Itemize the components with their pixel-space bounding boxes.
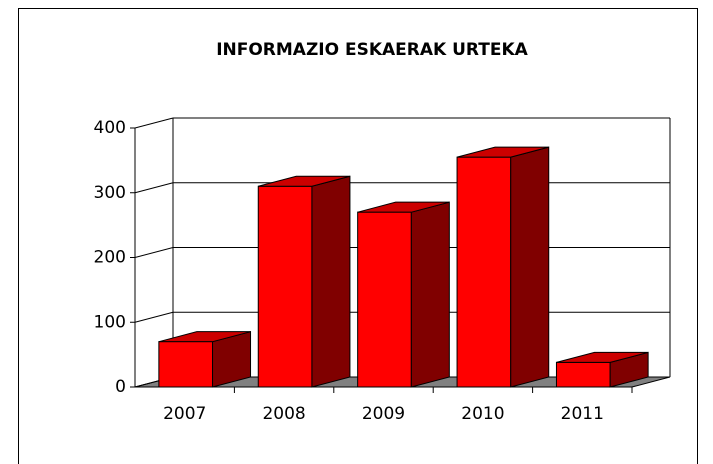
x-tick-label: 2007 — [163, 404, 206, 424]
bar-front — [555, 361, 611, 388]
bar — [357, 201, 450, 388]
bar-top — [158, 331, 251, 343]
x-tick-label: 2008 — [262, 404, 305, 424]
y-tick-label: 200 — [94, 248, 126, 268]
bar-side — [510, 146, 550, 388]
bar-top — [258, 175, 351, 187]
y-tick-label: 100 — [94, 312, 126, 332]
bar-front — [158, 341, 214, 388]
bar-side — [410, 201, 450, 388]
bar — [158, 331, 252, 388]
bar — [555, 351, 649, 388]
x-tick-label: 2009 — [362, 404, 405, 424]
grid-line-side — [134, 117, 174, 129]
x-tick-label: 2010 — [461, 404, 504, 424]
bar-top — [456, 146, 549, 158]
y-tick-label: 0 — [115, 377, 126, 397]
bar-top — [357, 201, 450, 213]
bar-top — [556, 351, 649, 363]
y-tick-label: 300 — [94, 183, 126, 203]
bar-front — [357, 211, 412, 388]
bar-front — [257, 185, 313, 388]
grid-line-side — [134, 182, 174, 194]
bar-front — [456, 156, 512, 388]
chart-title: INFORMAZIO ESKAERAK URTEKA — [216, 40, 528, 60]
x-tick-label: 2011 — [561, 404, 604, 424]
bar — [456, 146, 550, 388]
bar-side — [311, 175, 351, 388]
bar — [257, 175, 351, 388]
grid-line-side — [134, 247, 174, 258]
y-tick-label: 400 — [94, 118, 126, 138]
grid-line-side — [134, 311, 174, 323]
